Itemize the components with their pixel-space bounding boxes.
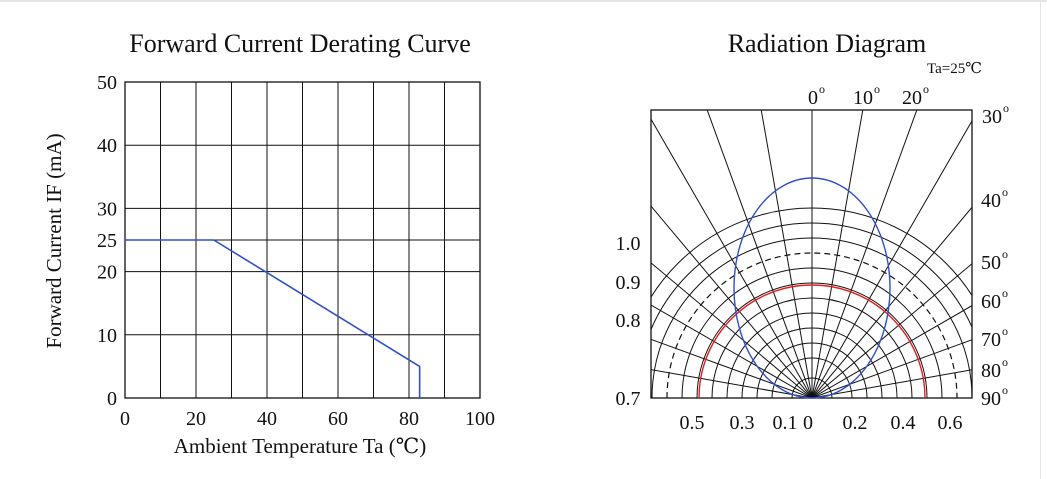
radiation-bottom-label: 0.6	[938, 412, 963, 434]
radiation-ring	[696, 282, 928, 398]
radiation-angle-label: 60	[981, 291, 1001, 313]
derating-x-tick: 60	[328, 408, 348, 430]
radiation-bottom-label: 0.2	[843, 412, 868, 434]
radiation-clipped-grid	[651, 110, 972, 398]
derating-x-label: Ambient Temperature Ta (℃)	[174, 434, 426, 458]
radiation-ring	[651, 237, 972, 398]
degree-mark: o	[874, 82, 880, 96]
radiation-angle-label: 80	[981, 360, 1001, 382]
radiation-angle-label: 30	[982, 106, 1002, 128]
derating-y-tick: 25	[97, 230, 117, 252]
right-border	[1040, 0, 1041, 479]
derating-x-tick: 100	[465, 408, 495, 430]
derating-x-tick: 0	[120, 408, 130, 430]
degree-mark: o	[819, 82, 825, 96]
radiation-angle-label: 50	[981, 252, 1001, 274]
radiation-bottom-label: 0.3	[730, 412, 755, 434]
degree-mark: o	[1002, 286, 1008, 300]
derating-y-label: Forward Current IF (mA)	[42, 133, 66, 348]
derating-y-tick: 10	[97, 325, 117, 347]
derating-title: Forward Current Derating Curve	[129, 29, 471, 58]
degree-mark: o	[1002, 185, 1008, 199]
radiation-ring	[756, 342, 868, 398]
radiation-spoke	[811, 305, 972, 398]
radiation-red-arc	[698, 284, 926, 399]
radiation-angle-label: 40	[981, 190, 1001, 212]
radiation-spoke	[811, 369, 972, 398]
radiation-ring	[681, 267, 943, 398]
radiation-ring	[741, 327, 883, 398]
radiation-ring	[791, 377, 833, 398]
radiation-bottom-label: 0.5	[680, 412, 705, 434]
radiation-angle-label: 70	[981, 329, 1001, 351]
degree-mark: o	[1002, 247, 1008, 261]
derating-y-tick: 40	[97, 135, 117, 157]
derating-chart: Forward Current Derating Curve 0 20 40 60 80…	[42, 29, 495, 458]
top-border	[0, 0, 1047, 2]
radiation-angle-label: 10	[853, 87, 873, 109]
derating-ticks: 0 20 40 60 80 100 0 10 20 25 30 40 50	[97, 72, 495, 430]
radiation-ring	[651, 222, 972, 331]
radiation-labels: 0 o 10 o 20 o30 o40 o50 o60 o70 o80 o90 o1.00.90.80.…	[616, 82, 1010, 434]
radiation-left-label: 0.7	[616, 388, 641, 410]
radiation-blue-lobe	[733, 177, 891, 399]
degree-mark: o	[1003, 101, 1009, 115]
derating-y-tick: 30	[97, 198, 117, 220]
derating-curve	[125, 239, 421, 398]
radiation-ring	[771, 357, 853, 398]
radiation-ring	[651, 207, 972, 299]
radiation-spoke	[651, 369, 813, 398]
radiation-spoke	[811, 110, 864, 398]
degree-mark: o	[1002, 383, 1008, 397]
radiation-angle-label: 90	[981, 388, 1001, 410]
radiation-spoke	[811, 339, 972, 398]
radiation-angle-label: 0	[808, 87, 818, 109]
radiation-series	[698, 177, 926, 399]
derating-x-tick: 20	[186, 408, 206, 430]
radiation-spoke	[760, 110, 813, 398]
radiation-bottom-label: 0.1	[773, 412, 798, 434]
radiation-spoke	[651, 304, 813, 398]
derating-y-tick: 0	[107, 388, 117, 410]
radiation-angle-label: 20	[902, 87, 922, 109]
derating-x-tick: 40	[257, 408, 277, 430]
derating-series	[125, 239, 421, 398]
radiation-ring	[711, 297, 913, 398]
derating-y-tick: 50	[97, 72, 117, 94]
radiation-bottom-label: 0.4	[891, 412, 916, 434]
radiation-spoke	[651, 338, 813, 398]
radiation-title: Radiation Diagram	[728, 29, 927, 58]
radiation-left-label: 1.0	[616, 233, 641, 255]
degree-mark: o	[1002, 355, 1008, 369]
radiation-condition: Ta=25℃	[927, 61, 982, 77]
radiation-grid	[650, 109, 973, 399]
derating-grid	[124, 81, 481, 399]
radiation-chart: Radiation Diagram Ta=25℃ 0 o 10 o 20 o30 o40 o5…	[616, 29, 1010, 434]
radiation-ring	[726, 312, 898, 398]
radiation-spoke	[651, 205, 813, 398]
derating-x-tick: 80	[399, 408, 419, 430]
radiation-bottom-label: 0	[803, 412, 813, 434]
derating-y-tick: 20	[97, 262, 117, 284]
degree-mark: o	[923, 82, 929, 96]
radiation-left-label: 0.8	[616, 310, 641, 332]
radiation-left-label: 0.9	[616, 272, 641, 294]
degree-mark: o	[1002, 324, 1008, 338]
